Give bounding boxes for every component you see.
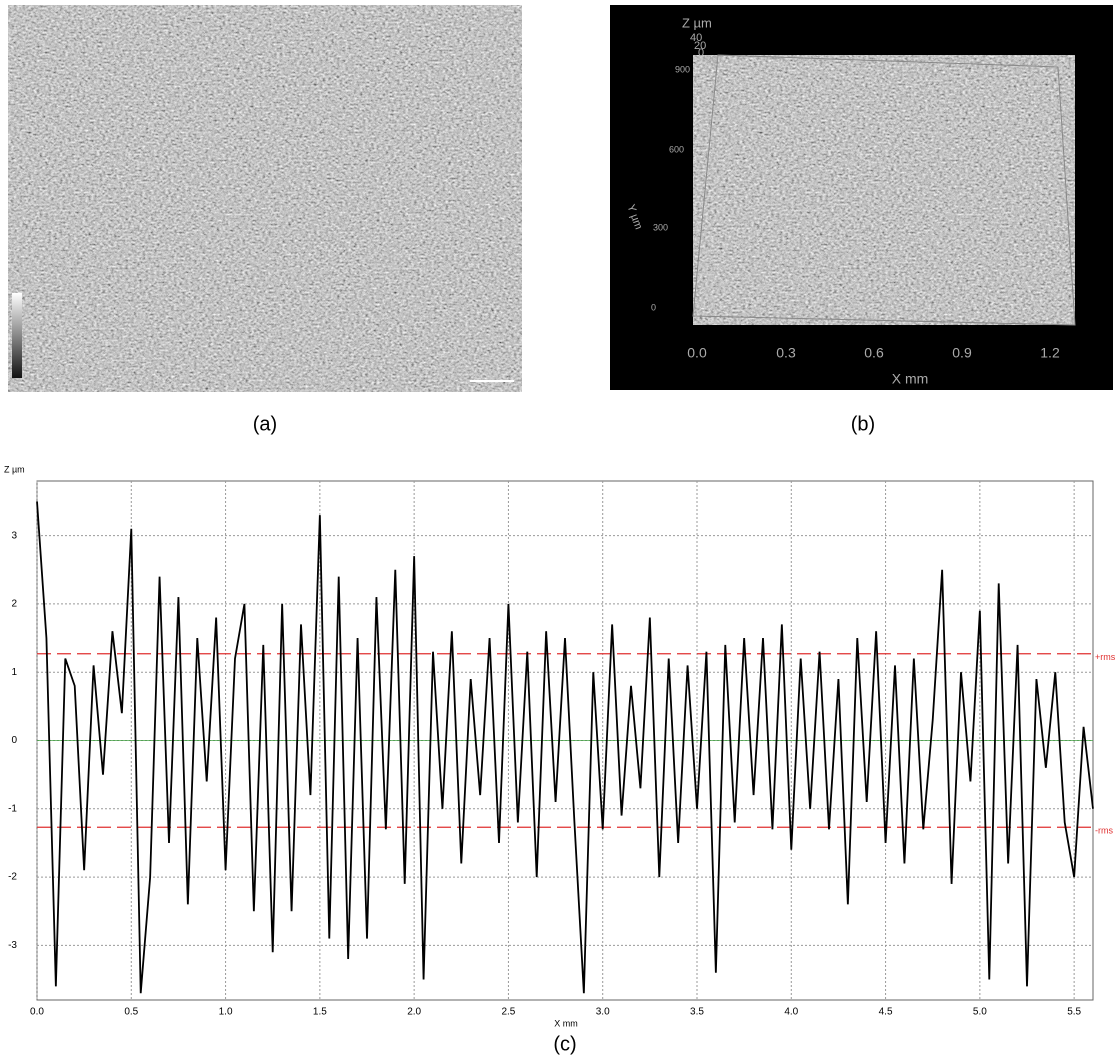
y-axis-label: Z µm	[4, 464, 25, 474]
y-tick-label: 900	[675, 64, 690, 74]
y-tick-label: -1	[8, 803, 17, 814]
x-tick-label: 0.6	[864, 345, 884, 361]
y-tick-label: 0	[11, 735, 17, 746]
y-tick-label: 3	[11, 530, 17, 541]
x-tick-label: 0.5	[124, 1007, 138, 1018]
x-axis-label: X mm	[554, 1018, 578, 1028]
z-tick-label: 40	[690, 32, 702, 44]
x-tick-label: 5.0	[973, 1007, 987, 1018]
panel-label: (b)	[851, 413, 875, 435]
x-tick-label: 5.5	[1067, 1007, 1081, 1018]
x-tick-label: 2.0	[407, 1007, 421, 1018]
x-tick-label: 4.0	[784, 1007, 798, 1018]
z-tick-label: 0	[698, 47, 704, 59]
x-tick-label: 2.5	[501, 1007, 515, 1018]
surface-image	[8, 5, 522, 392]
y-tick-label: 0	[651, 302, 656, 312]
color-bar	[12, 293, 22, 378]
reference-label: -rms	[1095, 826, 1113, 836]
x-tick-label: 0.0	[30, 1007, 44, 1018]
profile-line	[36, 501, 1094, 994]
reference-label: +rms	[1095, 652, 1116, 662]
x-tick-label: 1.0	[219, 1007, 233, 1018]
x-tick-label: 4.5	[879, 1007, 893, 1018]
surface-3d	[693, 55, 1075, 325]
panel-label: (c)	[553, 1033, 576, 1055]
y-tick-label: 2	[11, 599, 17, 610]
x-tick-label: 3.0	[596, 1007, 610, 1018]
bounding-box	[692, 54, 1076, 326]
z-axis-label: Z µm	[682, 15, 712, 30]
z-tick-label: 20	[694, 40, 706, 52]
x-tick-label: 1.5	[313, 1007, 327, 1018]
y-tick-label: 1	[11, 667, 17, 678]
panel-label: (a)	[253, 413, 277, 435]
y-tick-label: 600	[669, 144, 684, 154]
x-axis-label: X mm	[892, 371, 929, 387]
y-tick-label: -2	[8, 872, 17, 883]
x-tick-label: 3.5	[690, 1007, 704, 1018]
x-tick-label: 0.9	[952, 345, 972, 361]
x-tick-label: 0.3	[776, 345, 796, 361]
z-tick-label: -20	[702, 54, 718, 66]
x-tick-label: 0.0	[687, 345, 707, 361]
y-tick-label: 300	[653, 222, 668, 232]
y-tick-label: -3	[8, 940, 17, 951]
x-tick-label: 1.2	[1040, 345, 1060, 361]
